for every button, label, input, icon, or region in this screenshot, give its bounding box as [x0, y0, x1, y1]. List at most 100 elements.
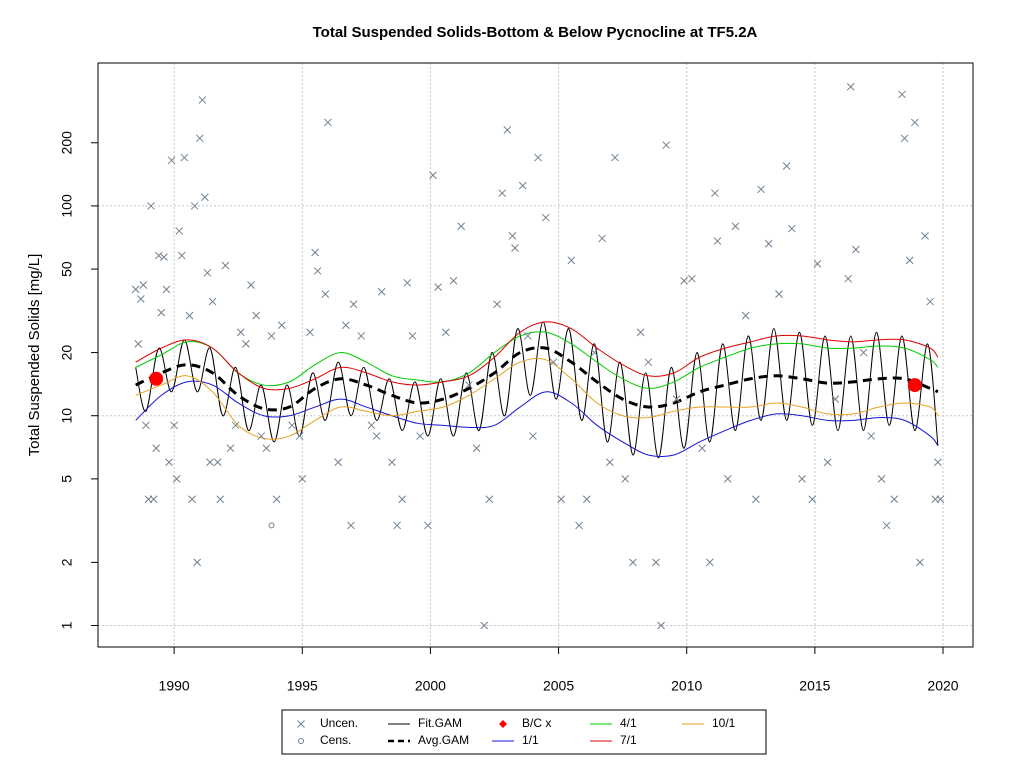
y-tick-label: 1 [59, 621, 75, 629]
point [208, 297, 217, 306]
y-tick-label: 5 [59, 475, 75, 483]
point [575, 521, 583, 530]
x-tick-label: 1990 [159, 678, 190, 694]
point [236, 328, 245, 337]
point [295, 432, 304, 440]
point [657, 621, 665, 630]
legend-label: B/C x [522, 716, 551, 730]
point [823, 458, 832, 467]
point [257, 432, 266, 440]
point [449, 276, 458, 285]
point [910, 118, 919, 127]
x-tick-label: 2005 [543, 678, 574, 694]
point [134, 340, 143, 348]
point [921, 232, 929, 240]
x-tick-label: 2010 [671, 678, 702, 694]
point [813, 259, 822, 268]
y-tick-label: 50 [59, 261, 75, 277]
point [165, 458, 173, 467]
point [408, 332, 417, 340]
point [644, 358, 653, 367]
point [172, 475, 181, 483]
y-tick-label: 10 [59, 408, 75, 424]
point [808, 495, 817, 504]
legend-swatch [298, 738, 304, 744]
point [424, 521, 432, 530]
legend-label: Fit.GAM [418, 716, 462, 730]
point [493, 300, 501, 309]
point [367, 421, 376, 430]
point [846, 82, 855, 91]
point [372, 432, 381, 440]
point [541, 213, 550, 222]
y-tick-label: 2 [59, 558, 75, 566]
point [926, 297, 935, 306]
point [680, 276, 689, 285]
point [877, 475, 886, 483]
point [272, 495, 281, 504]
point [485, 495, 494, 504]
point [713, 237, 722, 245]
point [262, 444, 271, 453]
point [900, 134, 909, 143]
point [787, 224, 796, 233]
point [441, 328, 450, 337]
point [907, 378, 922, 393]
point [508, 232, 517, 240]
point [157, 308, 166, 317]
point [160, 253, 168, 261]
point [890, 495, 899, 504]
point [347, 521, 355, 530]
point [498, 189, 507, 198]
point [185, 311, 194, 320]
legend-box [281, 709, 767, 755]
point [465, 381, 473, 389]
point [472, 444, 481, 453]
point [206, 458, 214, 467]
point [798, 475, 806, 483]
point [203, 268, 212, 277]
point [149, 495, 158, 504]
legend-label: Uncen. [320, 716, 358, 730]
point [180, 153, 189, 162]
point [201, 193, 209, 202]
point [149, 371, 164, 386]
point [636, 328, 645, 337]
legend-label: 7/1 [620, 733, 637, 747]
point [557, 495, 565, 504]
point [306, 328, 314, 337]
point [349, 300, 358, 309]
y-tick-label: 100 [59, 194, 75, 218]
point [518, 181, 527, 190]
point [764, 239, 773, 248]
series-line [135, 321, 939, 391]
x-tick-label: 2000 [415, 678, 446, 694]
point [190, 202, 199, 210]
point [611, 153, 619, 162]
point [268, 522, 275, 529]
legend-label: Cens. [320, 733, 351, 747]
y-tick-label: 200 [59, 131, 75, 155]
series-line [135, 380, 939, 458]
legend-swatch [499, 720, 507, 728]
point [705, 558, 714, 567]
series-line [135, 331, 939, 389]
point [711, 189, 719, 198]
point [741, 311, 750, 320]
plot-frame [97, 62, 974, 648]
point [131, 285, 140, 294]
point [852, 245, 860, 254]
point [757, 185, 765, 194]
point [288, 421, 296, 430]
point [388, 458, 396, 467]
point [147, 202, 155, 210]
point [416, 432, 425, 440]
point [398, 495, 407, 504]
point [831, 395, 840, 403]
point [242, 340, 250, 348]
point [298, 475, 307, 483]
point [629, 558, 637, 567]
point [882, 521, 891, 530]
